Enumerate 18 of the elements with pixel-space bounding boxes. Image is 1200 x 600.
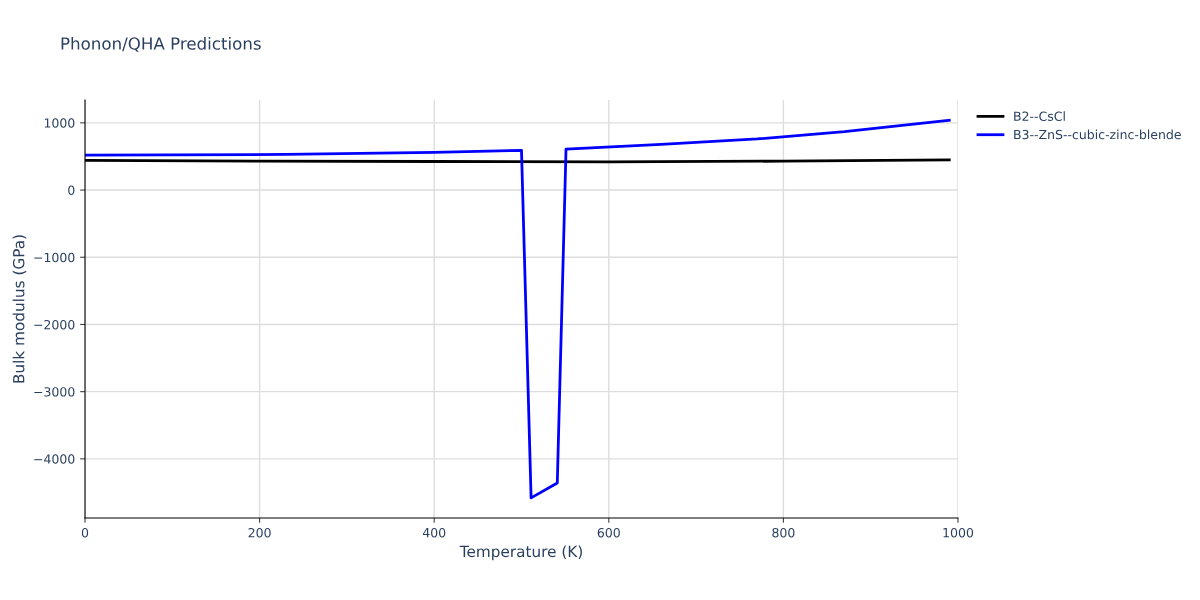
line-series	[85, 118, 951, 500]
x-axis-title: Temperature (K)	[459, 545, 582, 561]
y-tick-label: 1000	[44, 118, 75, 128]
y-tick-label: −2000	[34, 319, 75, 330]
x-tick-label: 600	[597, 527, 620, 538]
legend-label: B3--ZnS--cubic-zinc-blende	[1014, 129, 1181, 140]
legend-label: B2--CsCl	[1014, 111, 1065, 121]
x-tick-label: 200	[248, 527, 271, 538]
y-tick-label: −1000	[34, 252, 75, 263]
y-tick-label: −3000	[34, 387, 75, 397]
x-tick-label: 0	[81, 527, 89, 538]
y-tick-label: −4000	[34, 454, 75, 464]
x-tick-label: 1000	[943, 527, 974, 538]
y-tick-label: 0	[68, 185, 75, 195]
chart-title: Phonon/QHA Predictions	[61, 36, 261, 52]
x-tick-label: 800	[772, 527, 795, 538]
x-tick-label: 400	[422, 527, 446, 538]
y-axis-title: Bulk modulus (GPa)	[12, 235, 27, 383]
